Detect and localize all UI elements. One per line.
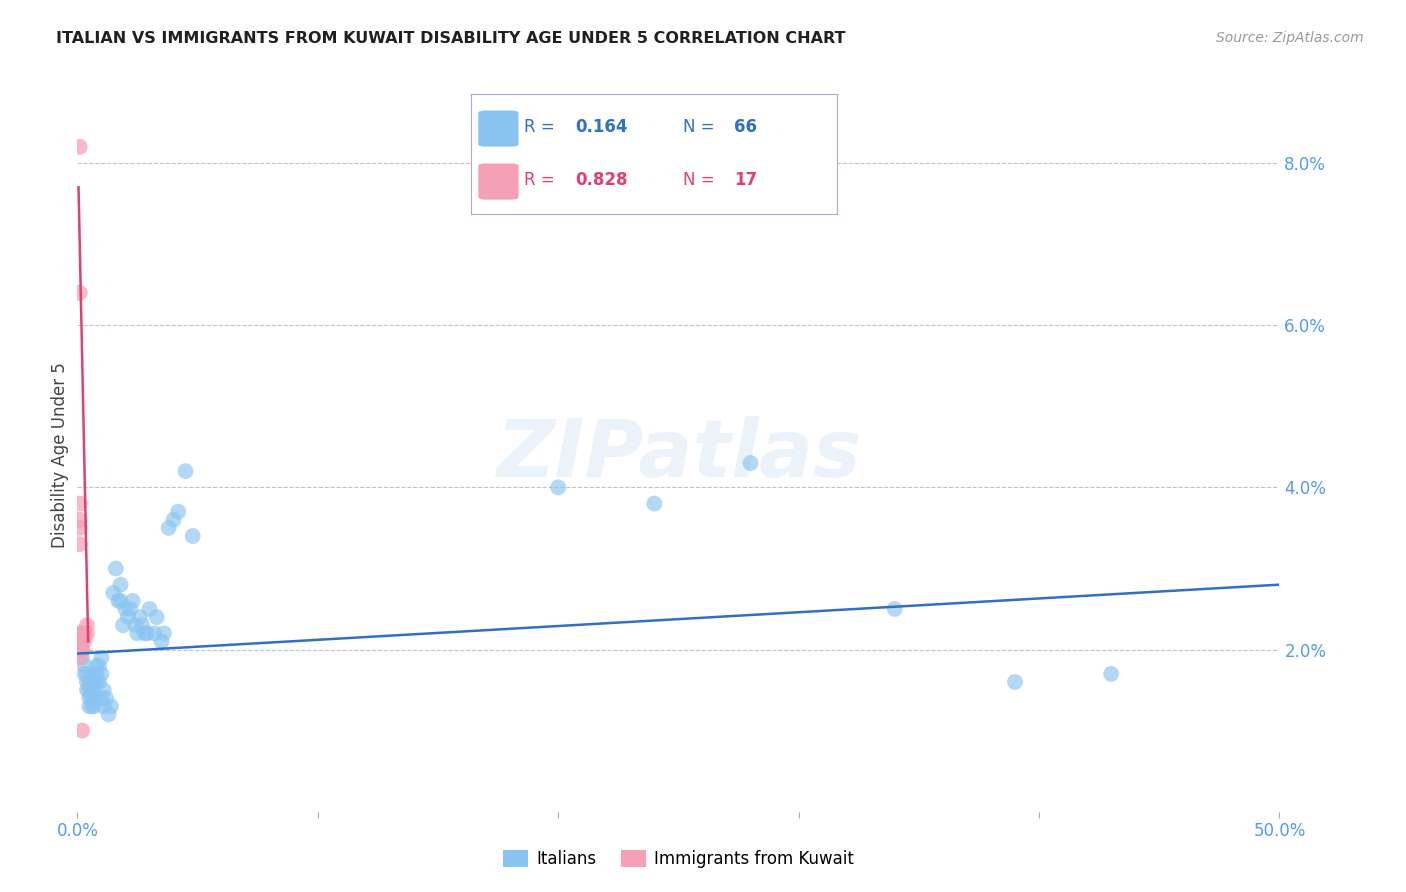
Point (87, 675, 110, 690)
Point (93, 683, 115, 698)
Point (138, 602, 160, 616)
Point (103, 586, 125, 600)
Point (90, 666, 112, 681)
Text: N =: N = (683, 119, 714, 136)
Text: Source: ZipAtlas.com: Source: ZipAtlas.com (1216, 31, 1364, 45)
Point (174, 464, 197, 478)
Point (150, 634, 173, 648)
Point (69, 537, 91, 551)
Point (76, 683, 98, 698)
Point (107, 594, 129, 608)
Point (128, 610, 150, 624)
Text: R =: R = (524, 171, 555, 189)
Point (124, 618, 146, 632)
Point (69, 285, 91, 300)
Point (131, 618, 153, 632)
Point (120, 602, 142, 616)
Point (73, 626, 96, 640)
Point (97, 707, 120, 722)
Point (80, 699, 103, 714)
Point (117, 610, 139, 624)
Point (69, 521, 91, 535)
Point (73, 658, 96, 673)
Text: ZIPatlas: ZIPatlas (496, 416, 860, 494)
Text: 0.828: 0.828 (575, 171, 627, 189)
Point (76, 666, 98, 681)
Point (70, 723, 93, 738)
Point (69, 626, 91, 640)
Point (121, 594, 143, 608)
Point (114, 602, 136, 616)
Point (69, 634, 91, 648)
Legend: Italians, Immigrants from Kuwait: Italians, Immigrants from Kuwait (496, 843, 860, 875)
Point (80, 675, 103, 690)
Point (73, 666, 96, 681)
Point (162, 513, 184, 527)
Point (69, 634, 91, 648)
Point (79, 691, 101, 706)
Point (167, 505, 190, 519)
Point (83, 691, 105, 706)
Point (110, 594, 132, 608)
Point (83, 683, 105, 698)
Point (87, 658, 110, 673)
Point (76, 626, 98, 640)
Text: ITALIAN VS IMMIGRANTS FROM KUWAIT DISABILITY AGE UNDER 5 CORRELATION CHART: ITALIAN VS IMMIGRANTS FROM KUWAIT DISABI… (56, 31, 846, 46)
Point (80, 691, 103, 706)
Point (73, 634, 96, 648)
Point (643, 497, 665, 511)
Point (79, 699, 101, 714)
Point (70, 634, 93, 648)
FancyBboxPatch shape (478, 163, 519, 200)
Point (93, 699, 115, 714)
Point (883, 602, 905, 616)
Y-axis label: Disability Age Under 5: Disability Age Under 5 (51, 362, 69, 548)
Point (69, 513, 91, 527)
Point (1004, 675, 1026, 690)
Point (157, 521, 180, 535)
Point (111, 618, 134, 632)
Point (90, 691, 112, 706)
Point (69, 650, 91, 665)
Point (1099, 666, 1122, 681)
Point (76, 618, 98, 632)
Point (69, 497, 91, 511)
Text: 66: 66 (734, 119, 758, 136)
Point (69, 140, 91, 154)
Point (86, 666, 108, 681)
Point (86, 658, 108, 673)
Point (70, 642, 93, 657)
Point (143, 626, 166, 640)
Point (127, 626, 149, 640)
Point (145, 610, 167, 624)
Text: R =: R = (524, 119, 555, 136)
Point (70, 626, 93, 640)
Point (70, 650, 93, 665)
Point (153, 626, 176, 640)
Point (70, 642, 93, 657)
Point (547, 480, 569, 494)
Text: N =: N = (683, 171, 714, 189)
Text: 17: 17 (734, 171, 758, 189)
Point (83, 666, 105, 681)
Point (96, 691, 118, 706)
Point (83, 675, 105, 690)
Point (136, 626, 159, 640)
Point (79, 675, 101, 690)
Point (76, 675, 98, 690)
Point (181, 529, 204, 543)
Point (110, 577, 132, 591)
Point (83, 699, 105, 714)
Point (104, 561, 127, 575)
Point (740, 456, 762, 470)
Point (80, 683, 103, 698)
FancyBboxPatch shape (478, 111, 519, 146)
Point (79, 683, 101, 698)
Point (86, 675, 108, 690)
Point (100, 699, 122, 714)
Point (90, 650, 112, 665)
Text: 0.164: 0.164 (575, 119, 627, 136)
Point (134, 626, 156, 640)
